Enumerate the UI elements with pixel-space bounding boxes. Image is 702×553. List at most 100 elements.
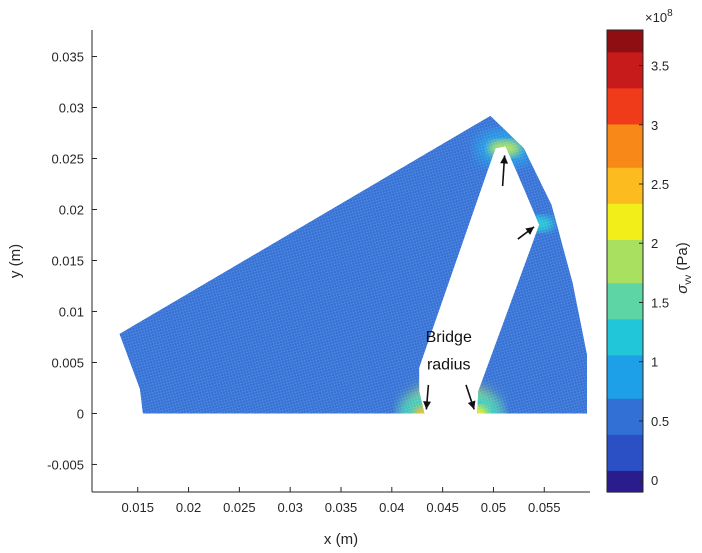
colorbar-band bbox=[607, 340, 643, 349]
colorbar-band bbox=[607, 455, 643, 464]
x-tick-label: 0.035 bbox=[325, 500, 358, 515]
colorbar-band bbox=[607, 246, 643, 255]
colorbar-band bbox=[607, 37, 643, 46]
x-axis-label: x (m) bbox=[324, 531, 358, 548]
colorbar-band bbox=[607, 109, 643, 118]
colorbar-band bbox=[607, 383, 643, 392]
colorbar-band bbox=[607, 224, 643, 233]
stress-field bbox=[119, 115, 588, 414]
x-tick-label: 0.025 bbox=[223, 500, 256, 515]
colorbar-band bbox=[607, 282, 643, 291]
colorbar-band bbox=[607, 412, 643, 421]
annotation-arrow-head bbox=[500, 155, 509, 164]
colorbar-band bbox=[607, 188, 643, 197]
colorbar-band bbox=[607, 376, 643, 385]
annotation-arrow-head bbox=[467, 400, 476, 410]
x-tick-label: 0.045 bbox=[426, 500, 459, 515]
colorbar-band bbox=[607, 470, 643, 479]
annotation-text: radius bbox=[427, 357, 471, 374]
colorbar-exponent-power: 8 bbox=[667, 8, 673, 19]
colorbar-band bbox=[607, 463, 643, 471]
mesh-overlay bbox=[119, 115, 588, 414]
colorbar-label-symbol: σ bbox=[674, 284, 691, 294]
annotation-arrow-head bbox=[423, 401, 432, 410]
x-tick-label: 0.055 bbox=[528, 500, 561, 515]
colorbar-band bbox=[607, 390, 643, 399]
colorbar-band bbox=[607, 347, 643, 356]
colorbar-band bbox=[607, 311, 643, 320]
colorbar-band bbox=[607, 152, 643, 161]
y-axis-label: y (m) bbox=[7, 244, 24, 278]
colorbar-band bbox=[607, 434, 643, 443]
colorbar-band bbox=[607, 398, 643, 406]
colorbar-band bbox=[607, 51, 643, 60]
colorbar-band bbox=[607, 477, 643, 486]
colorbar-band bbox=[607, 30, 643, 38]
colorbar-tick-label: 2.5 bbox=[651, 177, 669, 192]
x-tick-label: 0.015 bbox=[121, 500, 154, 515]
colorbar: 0 0.5 1 1.5 2 2.5 3 3.5 ×108 σvv (Pa) bbox=[606, 8, 694, 493]
colorbar-band bbox=[607, 362, 643, 370]
colorbar-band bbox=[607, 333, 643, 342]
colorbar-band bbox=[607, 203, 643, 212]
colorbar-label-unit: (Pa) bbox=[674, 242, 691, 275]
colorbar-tick-label: 1.5 bbox=[651, 295, 669, 310]
colorbar-tick-label: 0.5 bbox=[651, 414, 669, 429]
colorbar-band bbox=[607, 325, 643, 334]
colorbar-band bbox=[607, 318, 643, 327]
colorbar-tick-label: 3 bbox=[651, 118, 658, 133]
colorbar-band bbox=[607, 304, 643, 313]
y-tick-label: 0.03 bbox=[59, 101, 84, 116]
annotation-arrow-head bbox=[525, 226, 535, 235]
annotation-text: Bridge bbox=[426, 329, 472, 346]
colorbar-band bbox=[607, 289, 643, 298]
colorbar-band bbox=[607, 73, 643, 82]
colorbar-band bbox=[607, 66, 643, 74]
colorbar-band bbox=[607, 174, 643, 183]
colorbar-label: σvv (Pa) bbox=[674, 242, 694, 294]
colorbar-band bbox=[607, 275, 643, 284]
colorbar-band bbox=[607, 354, 643, 363]
y-tick-label: 0.005 bbox=[51, 355, 84, 370]
colorbar-band bbox=[607, 369, 643, 378]
colorbar-band bbox=[607, 94, 643, 103]
y-axis-ticks: -0.005 0 0.005 0.01 0.015 0.02 0.025 0.03 0.035 bbox=[47, 50, 97, 472]
colorbar-gradient bbox=[607, 30, 643, 493]
colorbar-band bbox=[607, 441, 643, 450]
colorbar-band bbox=[607, 196, 643, 204]
colorbar-band bbox=[607, 484, 643, 493]
colorbar-exponent: ×108 bbox=[645, 8, 673, 25]
colorbar-band bbox=[607, 268, 643, 277]
colorbar-band bbox=[607, 116, 643, 125]
colorbar-band bbox=[607, 210, 643, 219]
colorbar-band bbox=[607, 87, 643, 96]
colorbar-band bbox=[607, 419, 643, 428]
colorbar-band bbox=[607, 159, 643, 168]
colorbar-frame bbox=[606, 29, 644, 493]
y-tick-label: -0.005 bbox=[47, 457, 84, 472]
colorbar-band bbox=[607, 181, 643, 190]
colorbar-ticks: 0 0.5 1 1.5 2 2.5 3 3.5 bbox=[639, 59, 669, 488]
x-tick-label: 0.02 bbox=[176, 500, 201, 515]
colorbar-band bbox=[607, 44, 643, 53]
colorbar-label-subscript: vv bbox=[683, 275, 694, 285]
colorbar-band bbox=[607, 145, 643, 154]
colorbar-exponent-base: ×10 bbox=[645, 10, 667, 25]
colorbar-band bbox=[607, 239, 643, 248]
colorbar-band bbox=[607, 167, 643, 175]
colorbar-tick-label: 0 bbox=[651, 473, 658, 488]
colorbar-tick-label: 3.5 bbox=[651, 59, 669, 74]
colorbar-band bbox=[607, 131, 643, 139]
colorbar-band bbox=[607, 253, 643, 262]
y-tick-label: 0.025 bbox=[51, 152, 84, 167]
colorbar-tick-label: 2 bbox=[651, 236, 658, 251]
colorbar-band bbox=[607, 297, 643, 305]
colorbar-band bbox=[607, 261, 643, 269]
colorbar-band bbox=[607, 58, 643, 67]
x-tick-label: 0.03 bbox=[278, 500, 303, 515]
colorbar-band bbox=[607, 427, 643, 435]
y-tick-label: 0.035 bbox=[51, 50, 84, 65]
y-tick-label: 0.01 bbox=[59, 304, 84, 319]
colorbar-band bbox=[607, 138, 643, 147]
